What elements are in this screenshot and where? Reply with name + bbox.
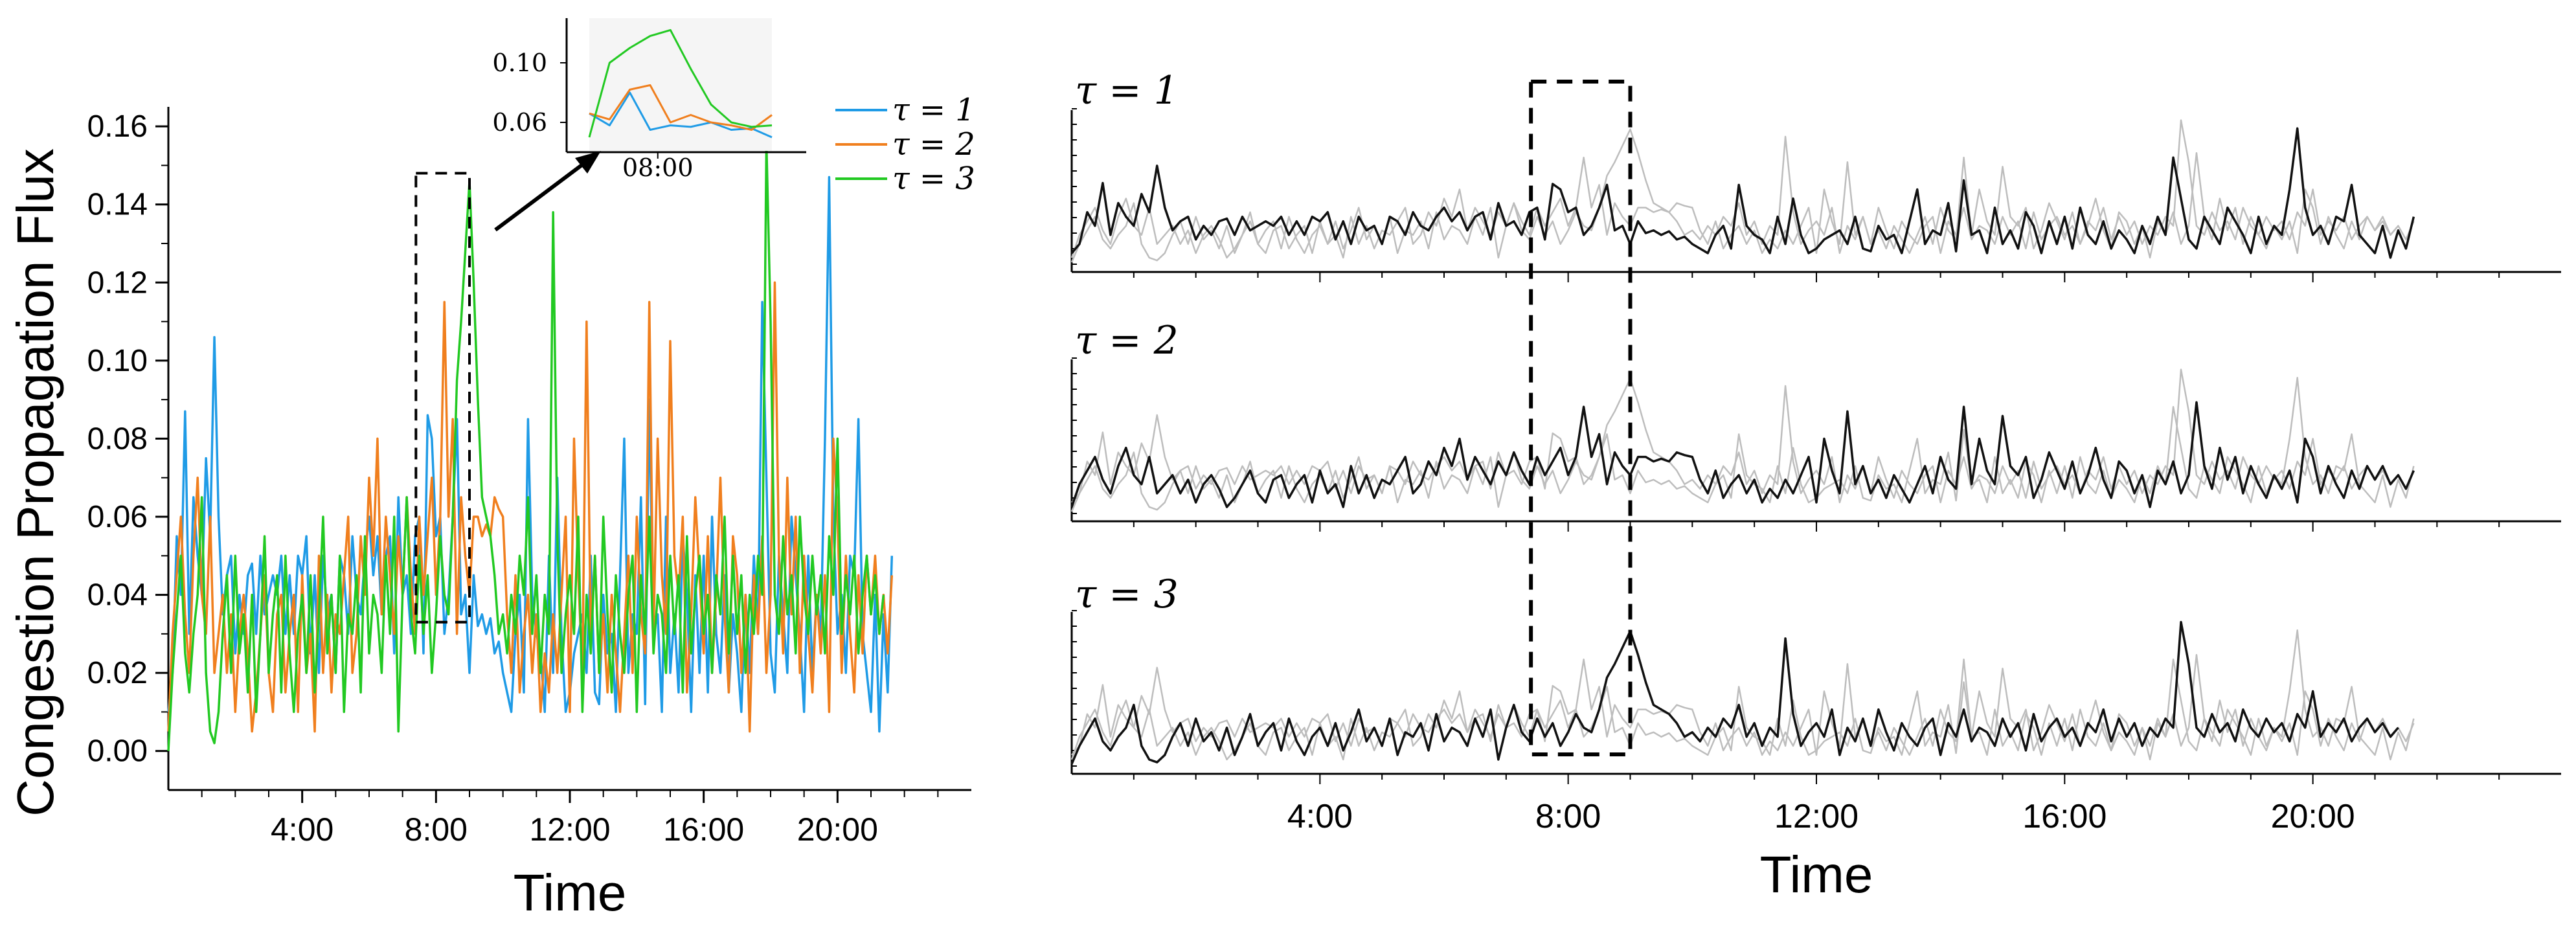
left-x-tick-label: 16:00 xyxy=(663,811,744,848)
inset-y-ticks: 0.06 0.10 xyxy=(492,49,567,137)
left-y-tick-label: 0.02 xyxy=(87,656,148,690)
left-series xyxy=(167,141,894,751)
left-x-axis-label: Time xyxy=(514,864,627,921)
right-x-tick-label: 16:00 xyxy=(2022,798,2107,835)
legend-label-tau2: τ = 2 xyxy=(892,126,975,163)
left-series-line-3 xyxy=(167,141,885,751)
left-x-ticks: 4:00 8:00 12:00 16:00 20:00 xyxy=(201,790,939,848)
left-y-tick-label: 0.08 xyxy=(87,422,148,456)
inset-y-tick-label: 0.06 xyxy=(492,108,547,137)
left-x-tick-label: 20:00 xyxy=(797,811,878,848)
left-y-tick-label: 0.06 xyxy=(87,500,148,534)
left-y-tick-label: 0.00 xyxy=(87,734,148,769)
inset-series-line-3 xyxy=(588,28,773,138)
right-panel-active-line-1 xyxy=(1070,127,2415,259)
left-x-tick-label: 8:00 xyxy=(405,811,468,848)
right-panel-context-line-3 xyxy=(1070,368,2399,512)
right-panel-label-tau1: τ = 1 xyxy=(1075,68,1179,113)
right-panel-1 xyxy=(1070,108,2561,282)
left-y-ticks: 0.00 0.02 0.04 0.06 0.08 0.10 0.12 0.14 0.16 xyxy=(87,109,168,769)
right-x-ticks: 4:00 8:00 12:00 16:00 20:00 xyxy=(1287,798,2355,835)
left-x-tick-label: 4:00 xyxy=(271,811,333,848)
legend-label-tau1: τ = 1 xyxy=(892,92,975,128)
inset-x-ticks: 08:00 xyxy=(622,152,694,182)
right-x-tick-label: 12:00 xyxy=(1774,798,1859,835)
inset-x-tick-label: 08:00 xyxy=(622,153,694,182)
inset-chart: 0.06 0.10 08:00 xyxy=(492,18,806,182)
left-y-tick-label: 0.10 xyxy=(87,344,148,378)
left-y-tick-label: 0.12 xyxy=(87,265,148,300)
inset-series-line-1 xyxy=(589,91,773,139)
right-chart: 4:00 8:00 12:00 16:00 20:00 τ = 1 τ = 2 τ = … xyxy=(1070,68,2561,903)
left-y-tick-label: 0.16 xyxy=(87,109,148,144)
right-panels xyxy=(1070,108,2561,784)
right-panel-active-line-2 xyxy=(1070,401,2415,508)
left-series-line-1 xyxy=(167,175,894,733)
right-panel-label-tau2: τ = 2 xyxy=(1075,318,1179,363)
right-panel-active-line-3 xyxy=(1070,620,2399,765)
left-x-tick-label: 12:00 xyxy=(529,811,610,848)
left-y-axis-label: Congestion Propagation Flux xyxy=(6,148,64,817)
inset-y-tick-label: 0.10 xyxy=(492,49,547,77)
right-x-axis-label: Time xyxy=(1760,846,1873,903)
inset-series-line-2 xyxy=(589,84,773,131)
right-x-tick-label: 4:00 xyxy=(1287,798,1353,835)
zoom-arrow-head xyxy=(575,151,601,174)
right-panel-2 xyxy=(1070,357,2561,532)
zoom-arrow-line xyxy=(494,160,587,232)
right-x-tick-label: 20:00 xyxy=(2271,798,2355,835)
inset-background xyxy=(589,18,772,151)
right-panel-3 xyxy=(1070,610,2561,784)
right-panel-context-line-1 xyxy=(1071,629,2415,761)
left-chart: 0.00 0.02 0.04 0.06 0.08 0.10 0.12 0.14 0.16 4:0… xyxy=(6,107,971,921)
legend: τ = 1 τ = 2 τ = 3 xyxy=(835,92,975,197)
left-y-tick-label: 0.04 xyxy=(87,578,148,613)
legend-label-tau3: τ = 3 xyxy=(892,161,975,197)
inset-series xyxy=(588,28,773,139)
right-panel-context-line-1 xyxy=(1071,377,2415,508)
left-y-tick-label: 0.14 xyxy=(87,188,148,222)
right-x-tick-label: 8:00 xyxy=(1535,798,1601,835)
left-highlight-box xyxy=(414,172,471,624)
right-panel-label-tau3: τ = 3 xyxy=(1075,572,1179,617)
